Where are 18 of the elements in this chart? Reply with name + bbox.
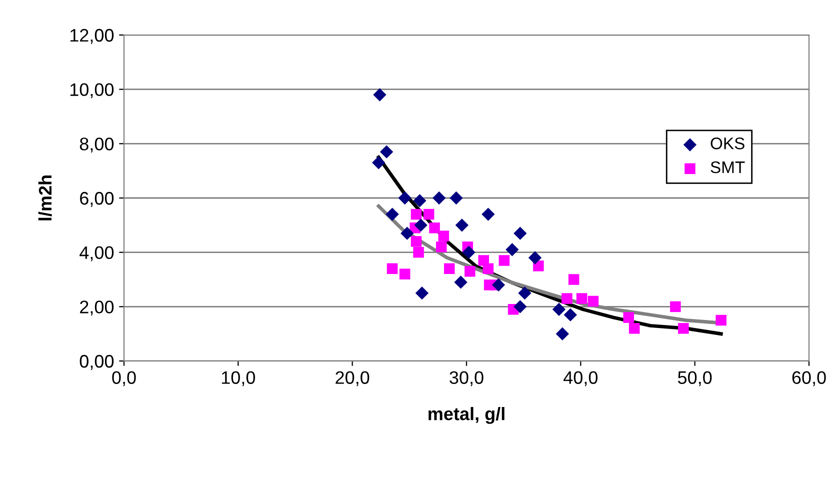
y-tick-label: 4,00 (80, 246, 114, 262)
y-tick-label: 10,00 (70, 83, 114, 98)
y-tick-label: 6,00 (80, 192, 114, 207)
x-tick-label: 10,0 (222, 371, 256, 386)
x-tick-label: 40,0 (564, 371, 598, 386)
y-tick-label: 8,00 (80, 138, 114, 153)
x-tick-label: 20,0 (336, 371, 370, 386)
x-tick-label: 30,0 (450, 371, 484, 386)
y-tick-label: 0,00 (80, 354, 114, 370)
x-axis-title: metal, g/l (428, 407, 504, 424)
x-tick-label: 0,0 (112, 371, 136, 386)
y-tick-label: 2,00 (80, 300, 114, 316)
legend-label: SMT (710, 161, 745, 174)
y-tick-label: 12,00 (70, 28, 114, 44)
x-tick-label: 50,0 (678, 371, 712, 386)
y-axis-title: l/m2h (38, 176, 52, 220)
legend-label: OKS (710, 138, 744, 150)
x-tick-label: 60,0 (792, 371, 826, 386)
